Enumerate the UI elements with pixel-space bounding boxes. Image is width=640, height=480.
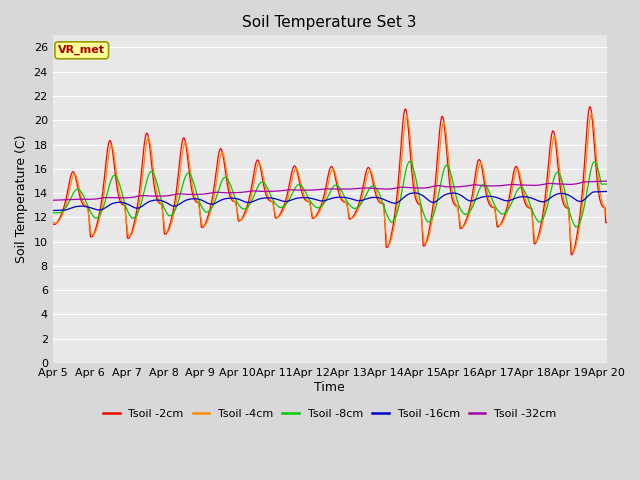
Tsoil -4cm: [413, 195, 421, 201]
Tsoil -4cm: [49, 220, 56, 226]
Tsoil -4cm: [397, 167, 404, 172]
Tsoil -8cm: [406, 158, 414, 164]
Tsoil -8cm: [397, 194, 404, 200]
Tsoil -8cm: [116, 182, 124, 188]
Tsoil -16cm: [397, 197, 404, 203]
Tsoil -4cm: [202, 222, 209, 228]
Tsoil -4cm: [59, 211, 67, 217]
Tsoil -8cm: [202, 209, 209, 215]
Tsoil -2cm: [172, 192, 180, 197]
Title: Soil Temperature Set 3: Soil Temperature Set 3: [243, 15, 417, 30]
Tsoil -2cm: [202, 221, 209, 227]
Tsoil -2cm: [49, 221, 56, 227]
Tsoil -32cm: [116, 195, 124, 201]
Tsoil -16cm: [172, 203, 180, 209]
Tsoil -8cm: [572, 224, 580, 230]
Tsoil -4cm: [588, 111, 595, 117]
Tsoil -32cm: [413, 185, 421, 191]
Tsoil -4cm: [116, 192, 124, 197]
Tsoil -2cm: [116, 197, 124, 203]
Tsoil -2cm: [397, 145, 404, 151]
Line: Tsoil -32cm: Tsoil -32cm: [52, 181, 607, 200]
Tsoil -16cm: [603, 189, 611, 194]
Tsoil -32cm: [172, 192, 180, 197]
Tsoil -2cm: [413, 199, 421, 205]
Tsoil -8cm: [172, 205, 180, 211]
Tsoil -2cm: [586, 104, 593, 110]
Tsoil -16cm: [413, 190, 421, 196]
Tsoil -2cm: [603, 220, 611, 226]
Tsoil -32cm: [49, 197, 56, 203]
Tsoil -8cm: [59, 208, 67, 214]
Line: Tsoil -16cm: Tsoil -16cm: [52, 192, 607, 211]
Tsoil -8cm: [603, 181, 611, 187]
Tsoil -2cm: [59, 208, 67, 214]
Tsoil -16cm: [202, 199, 209, 205]
Text: VR_met: VR_met: [58, 45, 105, 55]
Tsoil -2cm: [567, 252, 575, 258]
Line: Tsoil -8cm: Tsoil -8cm: [52, 161, 607, 227]
Tsoil -32cm: [59, 197, 67, 203]
Tsoil -32cm: [397, 184, 404, 190]
Tsoil -8cm: [414, 186, 422, 192]
Tsoil -16cm: [116, 199, 124, 205]
Tsoil -16cm: [59, 207, 67, 213]
Tsoil -4cm: [172, 201, 180, 207]
Y-axis label: Soil Temperature (C): Soil Temperature (C): [15, 135, 28, 264]
Line: Tsoil -4cm: Tsoil -4cm: [52, 114, 607, 252]
Tsoil -32cm: [202, 191, 209, 197]
X-axis label: Time: Time: [314, 381, 345, 394]
Line: Tsoil -2cm: Tsoil -2cm: [52, 107, 607, 255]
Tsoil -32cm: [603, 178, 611, 184]
Tsoil -4cm: [569, 249, 577, 254]
Tsoil -8cm: [49, 210, 56, 216]
Legend: Tsoil -2cm, Tsoil -4cm, Tsoil -8cm, Tsoil -16cm, Tsoil -32cm: Tsoil -2cm, Tsoil -4cm, Tsoil -8cm, Tsoi…: [99, 404, 561, 423]
Tsoil -16cm: [49, 208, 56, 214]
Tsoil -4cm: [603, 211, 611, 217]
